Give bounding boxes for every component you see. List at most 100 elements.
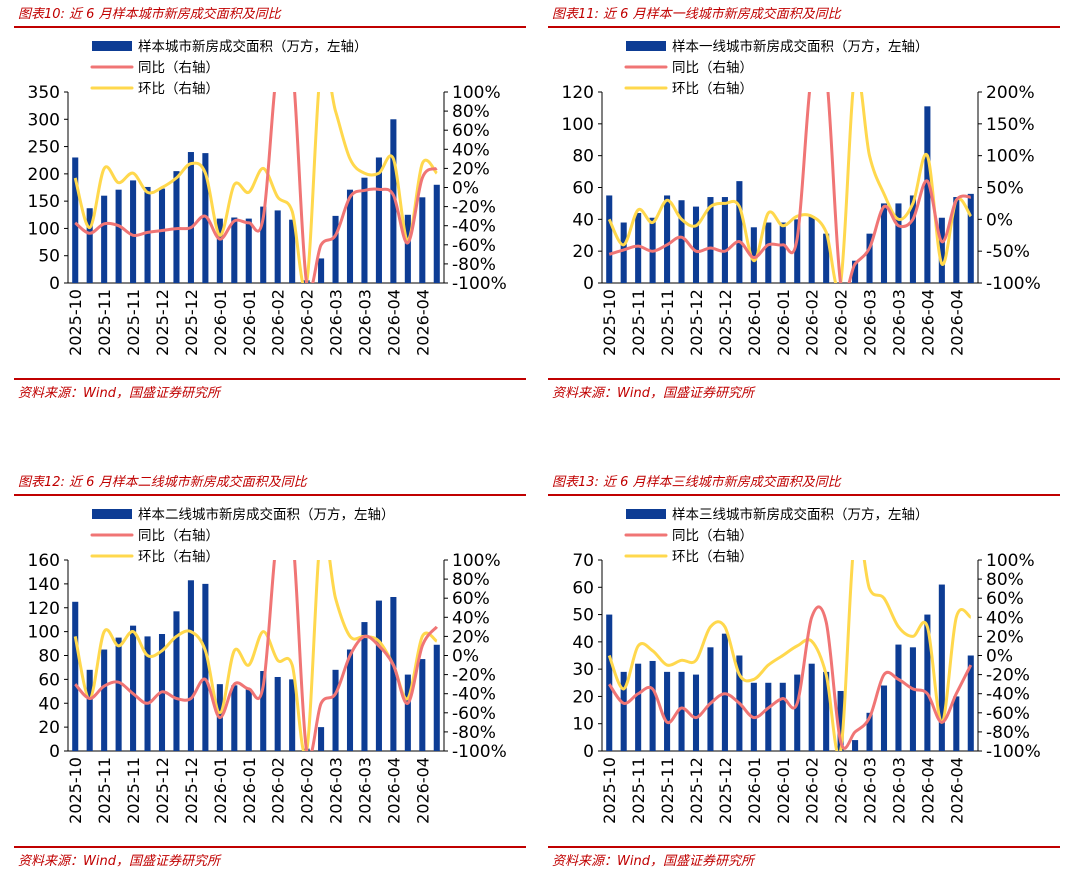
left-tick-label: 100 xyxy=(562,115,594,135)
right-tick-label: 0% xyxy=(986,647,1013,667)
x-tick-label: 2026-02 xyxy=(298,757,317,824)
yoy-series-line xyxy=(74,92,438,283)
bar xyxy=(390,597,397,751)
bar xyxy=(678,200,685,283)
legend-label: 同比（右轴） xyxy=(138,60,219,76)
x-tick-label: 2026-01 xyxy=(240,757,259,824)
left-tick-label: 70 xyxy=(572,551,594,571)
x-tick-label: 2026-02 xyxy=(832,757,851,824)
x-tick-label: 2026-01 xyxy=(745,289,764,356)
x-tick-label: 2026-04 xyxy=(918,289,937,356)
bar xyxy=(361,622,368,751)
bar xyxy=(86,208,93,283)
x-tick-label: 2026-02 xyxy=(269,289,288,356)
bar xyxy=(909,195,916,283)
bar xyxy=(635,212,642,283)
bar xyxy=(692,674,700,751)
left-tick-label: 150 xyxy=(28,192,60,212)
x-tick-label: 2026-01 xyxy=(745,757,764,824)
bar xyxy=(72,157,79,283)
bar xyxy=(419,659,426,751)
left-tick-label: 60 xyxy=(572,578,594,598)
right-tick-label: 0% xyxy=(452,647,479,667)
x-tick-label: 2026-03 xyxy=(356,757,375,824)
x-tick-label: 2026-01 xyxy=(211,757,230,824)
right-tick-label: -40% xyxy=(452,217,496,237)
left-tick-label: 100 xyxy=(28,219,60,239)
source-divider xyxy=(14,378,526,380)
legend-label: 样本一线城市新房成交面积（万方，左轴） xyxy=(672,38,929,55)
chart-plot: 样本三线城市新房成交面积（万方，左轴） 同比（右轴） 环比（右轴） 70 60 50 40 3… xyxy=(572,506,1041,824)
bar xyxy=(130,625,137,751)
bar xyxy=(779,222,786,283)
right-tick-label: -100% xyxy=(452,742,507,762)
chart-panel-1: 图表10: 近 6 月样本城市新房成交面积及同比 样本城市新房成交面积（万方，左… xyxy=(14,0,534,410)
x-tick-label: 2026-02 xyxy=(803,757,822,824)
bar xyxy=(866,233,873,283)
x-tick-label: 2026-03 xyxy=(890,289,909,356)
bar xyxy=(433,184,440,283)
bar xyxy=(692,206,700,283)
x-tick-label: 2025-11 xyxy=(629,757,648,824)
bar xyxy=(187,152,194,283)
legend-swatch-bar xyxy=(92,509,132,519)
bar xyxy=(953,696,960,751)
bar xyxy=(924,106,931,283)
source-note: 资料来源：Wind，国盛证券研究所 xyxy=(552,854,754,869)
bar xyxy=(404,214,411,283)
right-tick-label: 20% xyxy=(986,627,1024,647)
bar xyxy=(794,674,801,751)
legend-label: 同比（右轴） xyxy=(672,528,753,544)
left-tick-label: 0 xyxy=(49,742,60,762)
bar xyxy=(158,188,166,283)
legend-label: 样本三线城市新房成交面积（万方，左轴） xyxy=(672,506,929,523)
x-tick-label: 2026-02 xyxy=(269,757,288,824)
bar xyxy=(794,219,801,283)
caption-divider xyxy=(14,494,526,496)
chart-panel-3: 图表12: 近 6 月样本二线城市新房成交面积及同比 样本二线城市新房成交面积（… xyxy=(14,468,534,878)
source-divider xyxy=(548,846,1060,848)
bar xyxy=(606,614,613,751)
right-tick-label: 50% xyxy=(986,179,1024,199)
x-tick-label: 2026-03 xyxy=(327,757,346,824)
bar xyxy=(852,260,859,283)
x-tick-label: 2025-10 xyxy=(600,289,619,356)
bar xyxy=(779,682,786,751)
right-tick-label: 200% xyxy=(986,83,1035,103)
left-tick-label: 10 xyxy=(572,715,594,735)
bar xyxy=(260,206,267,283)
x-tick-label: 2025-12 xyxy=(182,289,201,356)
left-tick-label: 30 xyxy=(572,660,594,680)
bar xyxy=(144,186,151,283)
x-tick-label: 2026-03 xyxy=(861,289,880,356)
bar xyxy=(318,727,325,751)
chart-panel-2: 图表11: 近 6 月样本一线城市新房成交面积及同比 样本一线城市新房成交面积（… xyxy=(548,0,1068,410)
x-tick-label: 2025-11 xyxy=(124,289,143,356)
x-tick-label: 2026-04 xyxy=(384,289,403,356)
bar xyxy=(202,153,209,283)
bar xyxy=(332,669,339,751)
left-tick-label: 20 xyxy=(38,718,60,738)
bar xyxy=(635,663,642,751)
x-tick-label: 2025-12 xyxy=(716,757,735,824)
right-tick-label: -80% xyxy=(452,723,496,743)
bar xyxy=(620,222,627,283)
right-tick-label: 20% xyxy=(452,159,490,179)
x-tick-label: 2025-11 xyxy=(124,757,143,824)
legend-label: 环比（右轴） xyxy=(138,549,219,565)
x-tick-label: 2025-11 xyxy=(658,757,677,824)
x-tick-label: 2026-01 xyxy=(774,289,793,356)
left-tick-label: 250 xyxy=(28,138,60,158)
right-tick-label: 100% xyxy=(452,83,501,103)
x-tick-label: 2026-03 xyxy=(356,289,375,356)
x-tick-label: 2026-03 xyxy=(890,757,909,824)
right-tick-label: -100% xyxy=(986,742,1041,762)
bar xyxy=(231,685,238,751)
right-tick-label: 0% xyxy=(986,210,1013,230)
chart-panel-4: 图表13: 近 6 月样本三线城市新房成交面积及同比 样本三线城市新房成交面积（… xyxy=(548,468,1068,878)
right-tick-label: -80% xyxy=(986,723,1030,743)
x-tick-label: 2026-01 xyxy=(211,289,230,356)
bar xyxy=(231,217,238,283)
bar xyxy=(361,177,368,283)
bar xyxy=(72,601,79,751)
